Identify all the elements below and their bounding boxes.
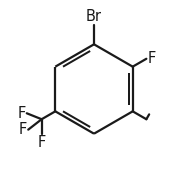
Text: F: F: [19, 122, 27, 137]
Text: F: F: [147, 51, 155, 66]
Text: Br: Br: [86, 9, 102, 24]
Text: F: F: [18, 106, 26, 121]
Text: F: F: [38, 135, 46, 150]
